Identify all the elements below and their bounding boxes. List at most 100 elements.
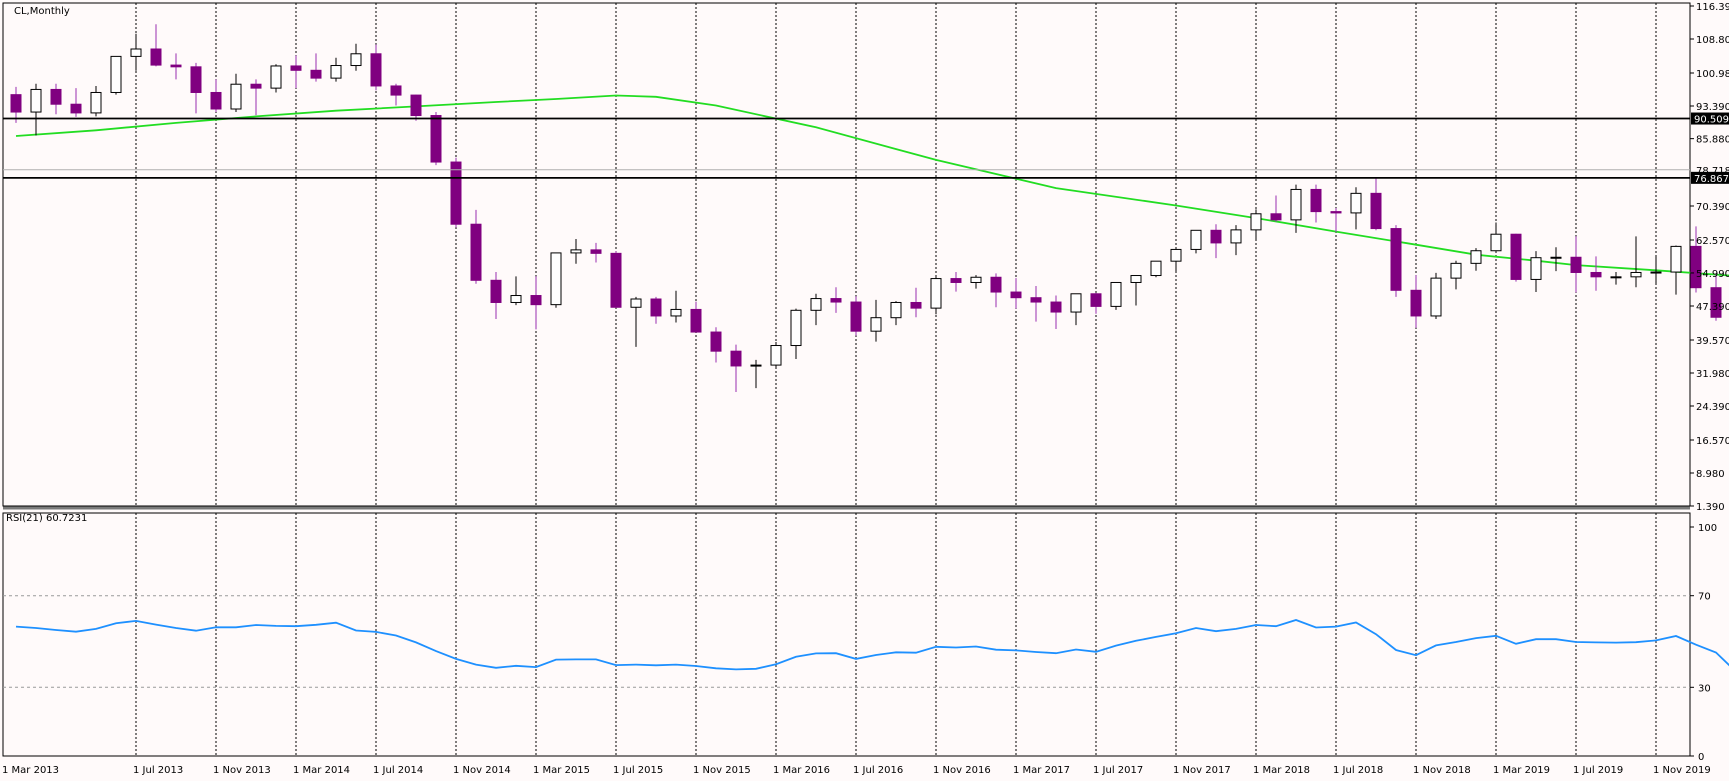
candle-body: [850, 301, 862, 332]
x-tick-label: 1 Nov 2013: [213, 765, 271, 776]
candle-body: [670, 308, 682, 317]
level-price-label: 90.509: [1694, 115, 1729, 126]
candle-body: [1510, 233, 1522, 280]
candle: [250, 79, 262, 116]
main-panel-frame: [2, 2, 1691, 507]
candle: [690, 301, 702, 333]
candle-body: [210, 91, 222, 110]
candle-body: [650, 298, 662, 317]
candle: [1670, 245, 1682, 295]
candle: [1590, 256, 1602, 291]
candle: [870, 299, 882, 342]
candle: [90, 85, 102, 117]
grid-layer: [2, 2, 1691, 757]
candle: [910, 287, 922, 318]
candle-body: [1170, 248, 1182, 262]
candle: [1090, 292, 1102, 314]
candle-body: [430, 115, 442, 163]
candle: [1610, 272, 1622, 285]
candle: [1630, 236, 1642, 288]
y-tick-label: 47.390: [1696, 302, 1729, 313]
candle-body: [910, 301, 922, 309]
candle-body: [830, 298, 842, 303]
candle-body: [590, 249, 602, 254]
candle-body: [370, 53, 382, 87]
candle-body: [550, 252, 562, 306]
candle: [70, 88, 82, 117]
candle-body: [690, 308, 702, 333]
candle-body: [390, 85, 402, 96]
candle-body: [110, 55, 122, 93]
candle: [1570, 236, 1582, 293]
candle: [650, 296, 662, 324]
candle: [1530, 251, 1542, 293]
candle-body: [1070, 293, 1082, 313]
y-tick-label: 108.800: [1696, 35, 1729, 46]
candle: [1430, 272, 1442, 319]
candle: [310, 53, 322, 82]
candle-body: [1570, 256, 1582, 273]
x-tick-label: 1 Mar 2019: [1493, 765, 1550, 776]
rsi-tick-label: 0: [1698, 752, 1704, 763]
level-price-tag: [1691, 112, 1729, 125]
x-tick-label: 1 Jul 2014: [373, 765, 423, 776]
candle-body: [990, 276, 1002, 293]
candle-body: [1370, 192, 1382, 230]
x-tick-label: 1 Mar 2014: [293, 765, 350, 776]
candle-body: [1710, 287, 1722, 318]
candle-body: [150, 48, 162, 66]
candle: [1450, 260, 1462, 290]
candle-body: [730, 350, 742, 367]
candle-body: [1190, 229, 1202, 250]
y-tick-label: 8.980: [1696, 469, 1725, 480]
candle: [1290, 184, 1302, 233]
rsi-tick-label: 70: [1698, 592, 1711, 603]
candle: [410, 94, 422, 121]
candle: [850, 296, 862, 336]
candle: [210, 79, 222, 113]
candle-body: [1130, 275, 1142, 283]
candle-body: [610, 252, 622, 308]
y-tick-label: 1.390: [1696, 502, 1725, 513]
candle: [1690, 226, 1702, 293]
candle: [1230, 225, 1242, 256]
candle: [30, 83, 42, 136]
candle: [1150, 260, 1162, 278]
x-tick-label: 1 Mar 2017: [1013, 765, 1070, 776]
candle: [710, 327, 722, 363]
candle-body: [1030, 297, 1042, 303]
candle: [1410, 275, 1422, 328]
candle-body: [410, 94, 422, 117]
candle: [330, 57, 342, 82]
rsi-panel-frame: [2, 512, 1691, 757]
candle: [1010, 278, 1022, 309]
x-tick-label: 1 Jul 2018: [1333, 765, 1383, 776]
candle: [270, 64, 282, 93]
rsi-tick-label: 30: [1698, 683, 1711, 694]
candle-body: [970, 276, 982, 283]
candle: [1330, 208, 1342, 233]
level-price-tag: [1691, 171, 1729, 184]
candle-body: [870, 317, 882, 332]
candle-body: [1290, 188, 1302, 221]
level-price-label: 76.867: [1694, 174, 1729, 185]
candle: [1170, 248, 1182, 273]
candle-body: [330, 65, 342, 79]
y-tick-label: 16.570: [1696, 436, 1729, 447]
candle: [1130, 275, 1142, 306]
x-tick-label: 1 Jul 2013: [133, 765, 183, 776]
candle-body: [1550, 256, 1562, 259]
candle-body: [190, 66, 202, 93]
candle: [830, 287, 842, 313]
candle-body: [930, 278, 942, 309]
x-tick-label: 1 Nov 2019: [1653, 765, 1711, 776]
candle-body: [790, 309, 802, 347]
candle: [1250, 209, 1262, 241]
rsi-tick-label: 100: [1698, 523, 1717, 534]
candle: [1270, 195, 1282, 222]
candle-body: [1650, 271, 1662, 274]
candle: [1050, 295, 1062, 329]
